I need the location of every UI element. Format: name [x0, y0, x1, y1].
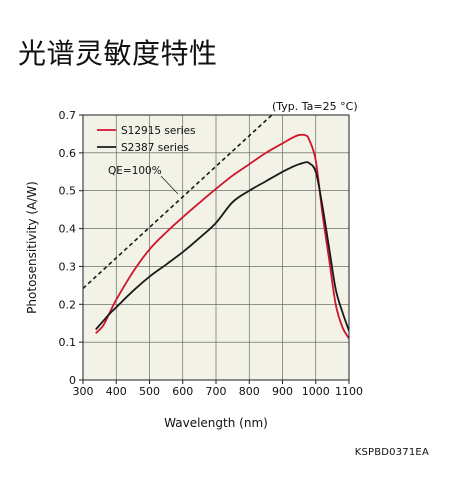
- legend-label-s12915: S12915 series: [121, 125, 196, 137]
- x-tick-label: 700: [206, 385, 227, 398]
- legend-label-s2387: S2387 series: [121, 142, 189, 154]
- curve-s2387-series: [95, 161, 349, 332]
- curve-s12915-series: [95, 133, 349, 340]
- x-tick-label: 800: [239, 385, 260, 398]
- conditions-note: (Typ. Ta=25 °C): [272, 100, 358, 113]
- x-axis-label: Wavelength (nm): [164, 416, 268, 430]
- y-tick-label: 0.2: [59, 298, 77, 311]
- y-axis-ticks: 0 0.1 0.2 0.3 0.4 0.5 0.6 0.7: [59, 109, 83, 387]
- legend: S12915 series S2387 series: [97, 125, 196, 154]
- y-tick-label: 0.6: [59, 147, 77, 160]
- y-tick-label: 0.7: [59, 109, 77, 122]
- x-tick-label: 1000: [302, 385, 330, 398]
- x-tick-label: 900: [272, 385, 293, 398]
- page-title: 光谱灵敏度特性: [18, 37, 218, 70]
- y-tick-label: 0.5: [59, 185, 77, 198]
- curves: [83, 115, 349, 340]
- x-tick-label: 500: [139, 385, 160, 398]
- x-tick-label: 400: [106, 385, 127, 398]
- qe-annotation-label: QE=100%: [108, 165, 162, 177]
- x-tick-label: 300: [73, 385, 94, 398]
- figure-code: KSPBD0371EA: [354, 447, 429, 458]
- x-tick-label: 600: [172, 385, 193, 398]
- x-axis-ticks: 300 400 500 600 700 800 900 1000 1100: [73, 380, 363, 398]
- y-tick-label: 0.3: [59, 260, 77, 273]
- qe-annotation-leader: [160, 175, 179, 195]
- x-tick-label: 1100: [335, 385, 363, 398]
- y-tick-label: 0: [69, 374, 76, 387]
- grid: [83, 115, 349, 380]
- y-tick-label: 0.4: [59, 223, 77, 236]
- y-axis-label: Photosensitivity (A/W): [25, 181, 39, 314]
- y-tick-label: 0.1: [59, 336, 77, 349]
